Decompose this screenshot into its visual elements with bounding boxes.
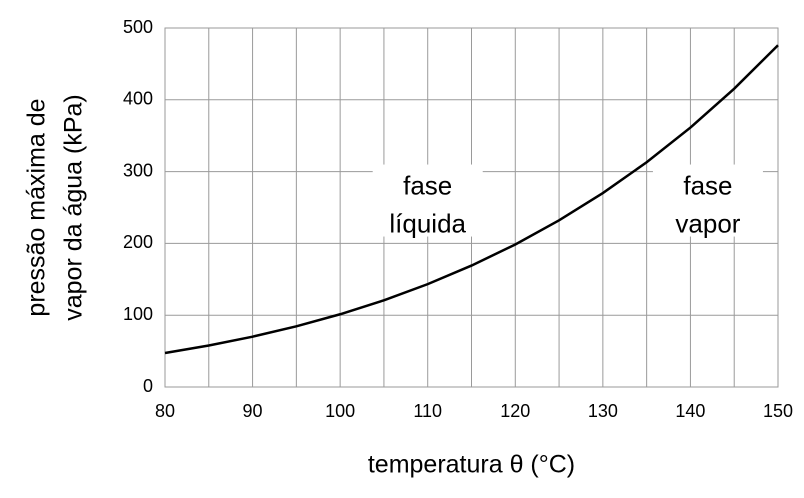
y-axis-label: vapor da água (kPa) [60, 94, 88, 321]
y-tick-label: 100 [123, 304, 153, 324]
x-tick-label: 80 [155, 401, 175, 421]
y-tick-label: 200 [123, 232, 153, 252]
x-tick-label: 90 [243, 401, 263, 421]
x-tick-label: 150 [763, 401, 793, 421]
y-tick-label: 0 [143, 376, 153, 396]
x-tick-label: 100 [325, 401, 355, 421]
annotation: líquida [389, 208, 466, 238]
annotation-bg [652, 164, 763, 237]
y-tick-label: 300 [123, 160, 153, 180]
y-tick-label: 500 [123, 17, 153, 37]
annotation-bg [372, 164, 483, 237]
annotation: fase [403, 170, 452, 200]
x-axis-label: temperatura θ (°C) [368, 451, 575, 479]
x-tick-label: 110 [413, 401, 442, 421]
x-tick-label: 130 [588, 401, 618, 421]
y-tick-label: 400 [123, 89, 153, 109]
data-line [164, 44, 779, 355]
annotation: fase [683, 170, 732, 200]
x-tick-label: 120 [500, 401, 530, 421]
x-tick-label: 140 [675, 401, 705, 421]
y-axis-label: pressão máxima de [23, 98, 51, 316]
plot-frame [164, 27, 779, 388]
annotation: vapor [675, 208, 740, 238]
